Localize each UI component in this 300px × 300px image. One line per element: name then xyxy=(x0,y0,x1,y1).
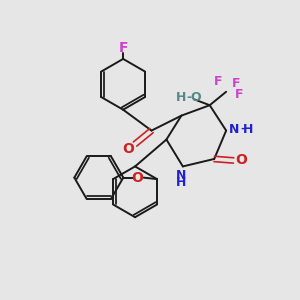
Text: F: F xyxy=(235,88,244,101)
Text: H: H xyxy=(176,176,187,189)
Text: N: N xyxy=(229,123,240,136)
Text: O: O xyxy=(235,154,247,167)
Text: H: H xyxy=(176,91,186,104)
Text: F: F xyxy=(214,75,222,88)
Text: H: H xyxy=(242,123,253,136)
Text: O: O xyxy=(131,171,143,184)
Text: O: O xyxy=(123,142,134,156)
Text: -: - xyxy=(240,124,245,134)
Text: N: N xyxy=(176,169,187,182)
Text: -: - xyxy=(186,91,191,104)
Text: F: F xyxy=(232,77,241,90)
Text: O: O xyxy=(191,91,201,104)
Text: F: F xyxy=(118,41,128,56)
